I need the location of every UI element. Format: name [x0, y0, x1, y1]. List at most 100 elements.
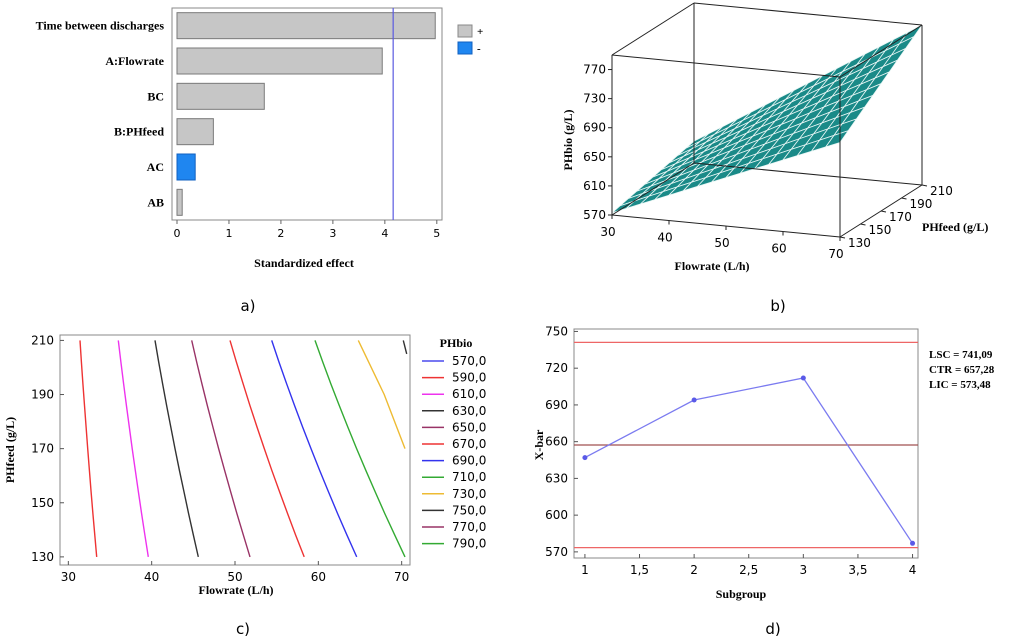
panel-c-legend-label: 590,0 — [452, 371, 486, 385]
panel-d-x-tick-label: 3 — [800, 563, 808, 577]
panel-d-y-tick-label: 720 — [545, 361, 568, 375]
panel-c-ylabel: PHfeed (g/L) — [3, 417, 17, 483]
panel-c-contour-line — [79, 340, 98, 557]
panel-c-legend-label: 570,0 — [452, 354, 486, 368]
panel-c-x-tick-label: 60 — [311, 570, 326, 584]
panel-d-xlabel: Subgroup — [716, 587, 767, 601]
panel-a-x-tick-label: 0 — [174, 227, 181, 240]
panel-a-bar — [176, 118, 214, 146]
panel-d-point — [691, 397, 697, 403]
panel-b-y-tick-label: 170 — [889, 210, 912, 224]
panel-c-legend-label: 690,0 — [452, 454, 486, 468]
panel-a-x-tick-label: 3 — [329, 227, 336, 240]
panel-label-a: a) — [240, 297, 255, 315]
panel-c-legend-label: 670,0 — [452, 437, 486, 451]
panel-c-plot-frame — [59, 334, 411, 566]
panel-b-x-tick-label: 30 — [600, 225, 615, 239]
panel-b-z-tick-label: 650 — [583, 150, 606, 164]
panel-d-y-tick-label: 660 — [545, 435, 568, 449]
panel-d-x-tick-label: 3,5 — [848, 563, 867, 577]
panel-a-effects-chart: Time between discharges A:Flowrate BC B:PHf… — [36, 7, 483, 270]
panel-d-y-ticks: 570 600 630 660 690 720 750 — [545, 324, 578, 559]
panel-c-legend-label: 750,0 — [452, 503, 486, 517]
panel-d-plot-frame — [573, 328, 919, 559]
panel-a-category-label: Time between discharges — [36, 19, 165, 33]
panel-b-z-ticks: 570 610 650 690 730 770 — [583, 63, 612, 222]
panel-b-x-tick-label: 70 — [828, 247, 843, 261]
panel-b-y-tick-mark — [880, 210, 887, 213]
panel-c-x-tick-label: 70 — [394, 570, 409, 584]
panel-c-legend-label: 630,0 — [452, 404, 486, 418]
panel-a-legend-plus: + — [477, 26, 483, 38]
panel-d-y-tick-label: 690 — [545, 398, 568, 412]
panel-a-bar — [176, 82, 265, 110]
panel-b-zlabel: PHbio (g/L) — [561, 109, 575, 170]
panel-c-contour-line — [154, 340, 199, 558]
panel-d-x-tick-label: 2 — [690, 563, 698, 577]
panel-a-legend-plus-swatch — [457, 24, 473, 38]
panel-d-x-tick-label: 2,5 — [739, 563, 758, 577]
panel-c-y-tick-label: 210 — [31, 333, 54, 347]
panel-a-legend-minus-swatch — [457, 41, 473, 55]
panel-a-plot-frame — [171, 7, 443, 221]
panel-c-legend-label: 610,0 — [452, 387, 486, 401]
panel-a-x-tick-label: 1 — [225, 227, 232, 240]
panel-b-x-tick-label: 40 — [657, 231, 672, 245]
panel-c-x-tick-label: 40 — [144, 570, 159, 584]
panel-c-legend-title: PHbio — [440, 336, 473, 350]
panel-b-box-edge — [693, 162, 923, 186]
panel-b-x-ticks: 30 40 50 60 70 — [600, 215, 844, 261]
panel-label-c: c) — [236, 620, 250, 638]
panel-d-points — [582, 375, 916, 546]
panel-c-contour-line — [314, 340, 406, 558]
panel-d-ctr-annotation: CTR = 657,28 — [929, 364, 995, 376]
panel-c-contour-line — [271, 340, 358, 558]
panel-b-y-tick-label: 130 — [848, 236, 871, 250]
panel-c-y-tick-label: 170 — [31, 442, 54, 456]
panel-c-contour-chart: 30 40 50 60 70 130 150 170 190 210 570,0 590,0 610… — [3, 333, 486, 597]
panel-a-category-label: BC — [147, 89, 164, 103]
panel-c-legend-label: 710,0 — [452, 470, 486, 484]
panel-a-legend-minus: - — [477, 43, 481, 55]
panel-label-b: b) — [770, 297, 785, 315]
panel-b-y-tick-mark — [901, 197, 907, 200]
panel-b-z-tick-label: 570 — [583, 208, 606, 222]
panel-label-d: d) — [765, 620, 780, 638]
panel-c-x-tick-label: 30 — [61, 570, 76, 584]
panel-a-bar — [176, 153, 196, 181]
panel-c-contour-line — [357, 340, 406, 449]
panel-a-bar — [176, 47, 383, 75]
panel-b-y-tick-label: 190 — [910, 197, 933, 211]
panel-c-legend-label: 790,0 — [452, 537, 486, 551]
panel-a-bars — [176, 12, 436, 216]
panel-c-contour-line — [191, 340, 251, 558]
panel-d-x-tick-label: 4 — [909, 563, 917, 577]
panel-a-category-label: A:Flowrate — [105, 54, 164, 68]
panel-a-category-label: AB — [147, 195, 164, 209]
panel-a-bar — [176, 12, 436, 40]
panel-b-y-tick-mark — [839, 236, 846, 239]
panel-b-surface — [611, 24, 923, 214]
panel-b-z-tick-label: 770 — [583, 63, 606, 77]
panel-b-box-edge — [611, 2, 695, 56]
panel-c-contour-line — [402, 340, 408, 355]
panel-c-legend-label: 730,0 — [452, 487, 486, 501]
panel-c-contour-lines — [79, 340, 408, 558]
panel-a-x-tick-label: 2 — [277, 227, 284, 240]
panel-d-point — [910, 540, 916, 546]
panel-b-box-edge — [611, 162, 695, 216]
panel-d-control-chart: 1 1,5 2 2,5 3 3,5 4 570 600 630 660 690 720 750 LSC … — [532, 324, 995, 601]
panel-c-x-tick-label: 50 — [227, 570, 242, 584]
panel-a-category-label: B:PHfeed — [114, 125, 164, 139]
panel-d-y-tick-label: 570 — [545, 545, 568, 559]
panel-b-ylabel: PHfeed (g/L) — [922, 220, 988, 234]
panel-b-surface-cell — [824, 129, 850, 148]
panel-b-z-tick-label: 690 — [583, 121, 606, 135]
panel-c-contour-line — [117, 340, 149, 558]
panel-b-z-tick-label: 730 — [583, 92, 606, 106]
panel-b-y-tick-label: 210 — [930, 184, 953, 198]
panel-a-xlabel: Standardized effect — [254, 256, 354, 270]
panel-d-series-line — [584, 377, 914, 544]
panel-d-x-tick-label: 1 — [581, 563, 589, 577]
panel-c-y-tick-label: 150 — [31, 496, 54, 510]
